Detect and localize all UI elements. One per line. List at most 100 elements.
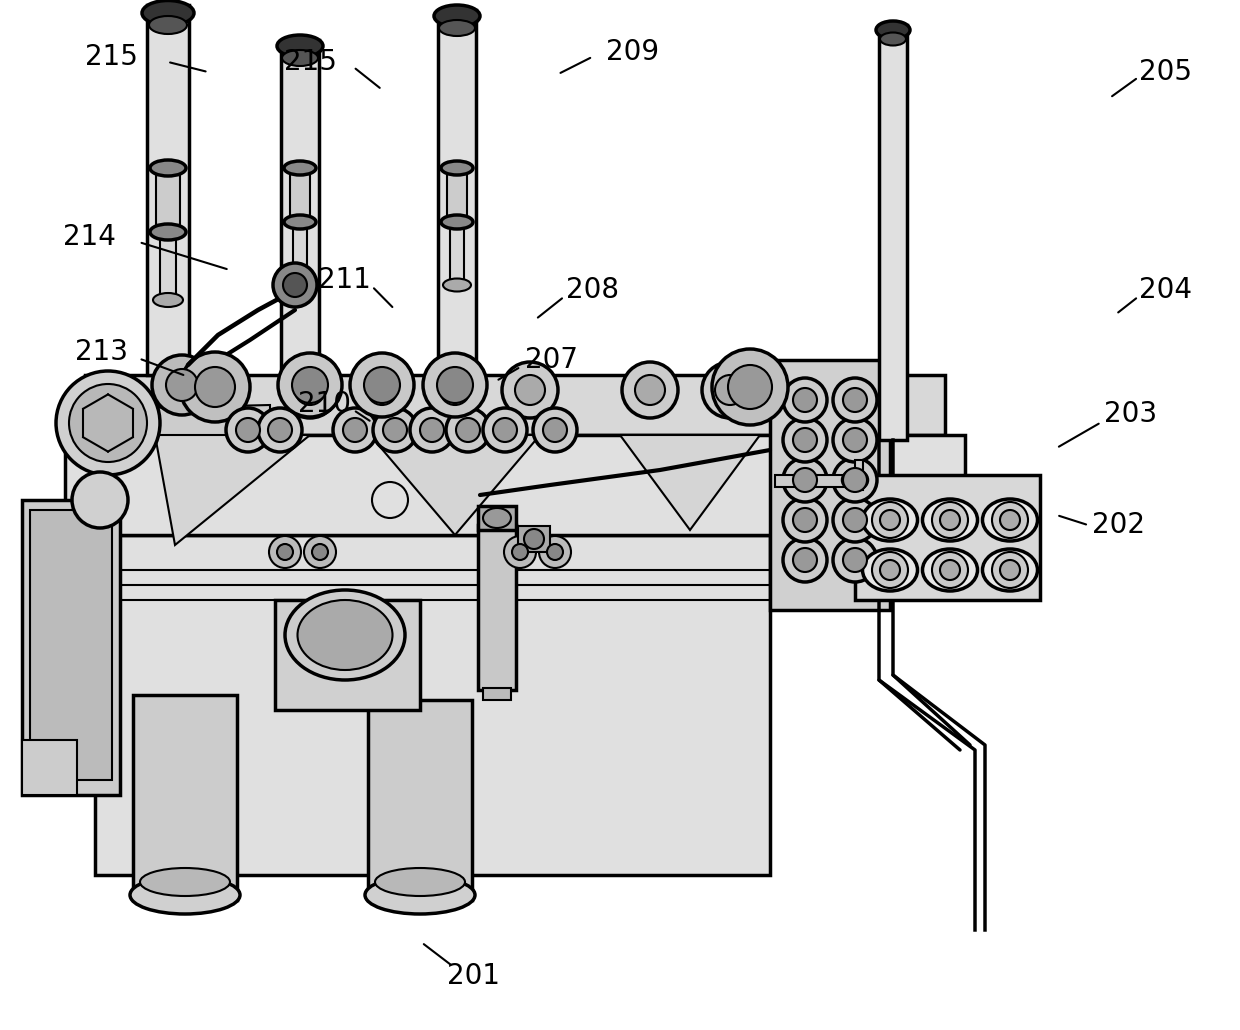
Bar (275, 600, 420, 710)
Ellipse shape (441, 215, 472, 229)
Circle shape (494, 418, 517, 442)
Bar (518, 526, 551, 552)
Circle shape (782, 378, 827, 422)
Circle shape (940, 560, 960, 580)
Bar (856, 475, 1040, 600)
Bar (160, 230, 176, 300)
Circle shape (312, 544, 329, 560)
Circle shape (833, 497, 877, 542)
Circle shape (420, 418, 444, 442)
Text: 201: 201 (448, 962, 500, 991)
Circle shape (782, 418, 827, 462)
Circle shape (226, 408, 270, 452)
Circle shape (153, 355, 212, 415)
Circle shape (180, 352, 250, 422)
Ellipse shape (439, 20, 475, 36)
Circle shape (291, 367, 329, 403)
Text: 208: 208 (567, 276, 619, 305)
Circle shape (622, 362, 678, 418)
Polygon shape (64, 435, 965, 535)
Bar (30, 510, 112, 780)
Ellipse shape (284, 215, 316, 229)
Bar (293, 220, 308, 285)
Circle shape (872, 552, 908, 588)
Bar (290, 170, 310, 220)
Circle shape (273, 263, 317, 307)
Circle shape (343, 418, 367, 442)
Circle shape (794, 548, 817, 572)
Bar (281, 40, 319, 375)
Ellipse shape (150, 160, 186, 176)
Circle shape (782, 458, 827, 502)
Ellipse shape (143, 0, 193, 26)
Bar (368, 700, 472, 900)
Circle shape (880, 510, 900, 530)
Text: 205: 205 (1140, 58, 1192, 87)
Bar (438, 10, 476, 375)
Text: 211: 211 (319, 266, 371, 295)
Circle shape (932, 552, 968, 588)
Ellipse shape (923, 499, 977, 541)
Bar (856, 460, 863, 490)
Circle shape (436, 367, 472, 403)
Bar (133, 695, 237, 900)
Circle shape (547, 544, 563, 560)
Circle shape (992, 502, 1028, 538)
Circle shape (940, 510, 960, 530)
Circle shape (999, 510, 1021, 530)
Polygon shape (370, 435, 539, 535)
Circle shape (702, 362, 758, 418)
Polygon shape (86, 375, 945, 435)
Circle shape (543, 418, 567, 442)
Text: 207: 207 (526, 346, 578, 375)
Circle shape (843, 428, 867, 452)
Ellipse shape (923, 549, 977, 591)
Circle shape (539, 536, 570, 568)
Text: 209: 209 (606, 37, 658, 66)
Circle shape (782, 497, 827, 542)
Circle shape (484, 408, 527, 452)
Bar (484, 688, 511, 700)
Circle shape (69, 384, 148, 462)
Ellipse shape (441, 161, 472, 175)
Circle shape (880, 560, 900, 580)
Circle shape (236, 418, 260, 442)
Polygon shape (155, 435, 310, 545)
Circle shape (350, 353, 414, 417)
Bar (22, 740, 77, 795)
Ellipse shape (875, 21, 910, 39)
Ellipse shape (842, 470, 868, 490)
Circle shape (512, 544, 528, 560)
Circle shape (502, 362, 558, 418)
Text: 203: 203 (1105, 400, 1157, 428)
Ellipse shape (365, 876, 475, 914)
Circle shape (423, 353, 487, 417)
Circle shape (843, 388, 867, 412)
Circle shape (258, 408, 303, 452)
Polygon shape (95, 535, 770, 876)
Circle shape (712, 349, 787, 425)
Ellipse shape (284, 161, 316, 175)
Text: 204: 204 (1140, 276, 1192, 305)
Circle shape (446, 408, 490, 452)
Circle shape (843, 548, 867, 572)
Ellipse shape (140, 868, 229, 896)
Circle shape (72, 472, 128, 528)
Ellipse shape (286, 278, 314, 291)
Polygon shape (144, 405, 270, 460)
Ellipse shape (863, 499, 918, 541)
Circle shape (353, 362, 410, 418)
Circle shape (427, 362, 484, 418)
Ellipse shape (863, 549, 918, 591)
Circle shape (383, 418, 407, 442)
Ellipse shape (374, 868, 465, 896)
Circle shape (833, 418, 877, 462)
Text: 202: 202 (1092, 511, 1145, 540)
Circle shape (843, 468, 867, 492)
Circle shape (372, 482, 408, 518)
Circle shape (277, 544, 293, 560)
Circle shape (283, 273, 308, 297)
Circle shape (268, 418, 291, 442)
Polygon shape (620, 435, 760, 530)
Ellipse shape (277, 35, 322, 57)
